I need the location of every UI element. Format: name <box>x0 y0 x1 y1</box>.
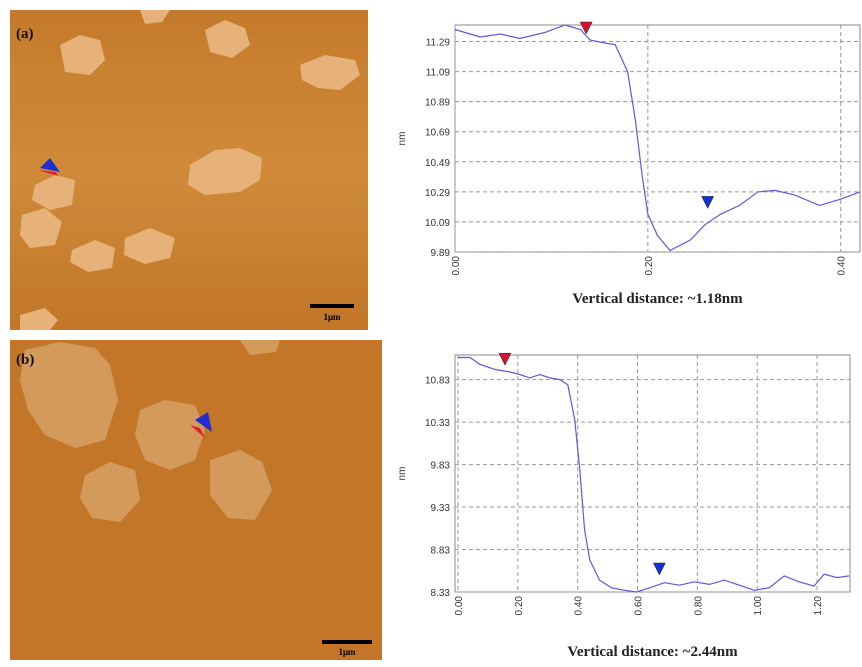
y-tick-label: 11.09 <box>426 68 451 79</box>
plot-area <box>455 25 860 252</box>
y-tick-label: 9.89 <box>431 248 451 259</box>
y-tick-label: 10.29 <box>425 188 450 199</box>
y-axis-label: nm <box>397 467 408 481</box>
panel-label: (a) <box>16 26 34 42</box>
scale-bar-label: 1μm <box>338 647 356 657</box>
afm-image-b: (b) 1μm <box>10 340 382 660</box>
x-tick-label: 0.00 <box>454 596 465 616</box>
x-tick-label: 0.60 <box>634 596 645 616</box>
y-tick-label: 9.33 <box>431 503 451 514</box>
x-tick-label: 0.40 <box>574 596 585 616</box>
x-tick-label: 0.80 <box>693 596 704 616</box>
x-tick-label: 0.00 <box>451 256 462 276</box>
x-tick-label: 0.20 <box>514 596 525 616</box>
plot-area <box>455 355 850 592</box>
y-tick-label: 11.29 <box>426 38 451 49</box>
y-axis-label: nm <box>397 132 408 146</box>
figure: (a) 1μm (b) 1μm 9.89 10.09 10.29 10.49 10.69… <box>0 0 862 662</box>
y-tick-label: 8.33 <box>431 588 451 599</box>
y-tick-label: 10.33 <box>425 418 450 429</box>
y-tick-label: 10.69 <box>425 128 450 139</box>
y-tick-label: 9.83 <box>431 461 451 472</box>
x-axis-label: Vertical distance: ~2.44nm <box>567 644 738 660</box>
y-tick-label: 10.83 <box>425 376 450 387</box>
x-tick-label: 1.20 <box>813 596 824 616</box>
y-tick-label: 10.09 <box>425 218 450 229</box>
y-tick-label: 8.83 <box>431 546 451 557</box>
afm-image-a: (a) 1μm <box>10 10 368 330</box>
x-tick-label: 0.40 <box>837 256 848 276</box>
x-tick-label: 0.20 <box>644 256 655 276</box>
panel-label: (b) <box>16 352 34 368</box>
x-tick-label: 1.00 <box>753 596 764 616</box>
y-tick-label: 10.49 <box>425 158 450 169</box>
x-axis-label: Vertical distance: ~1.18nm <box>572 291 743 307</box>
y-tick-label: 10.89 <box>425 98 450 109</box>
scale-bar-label: 1μm <box>323 312 341 322</box>
